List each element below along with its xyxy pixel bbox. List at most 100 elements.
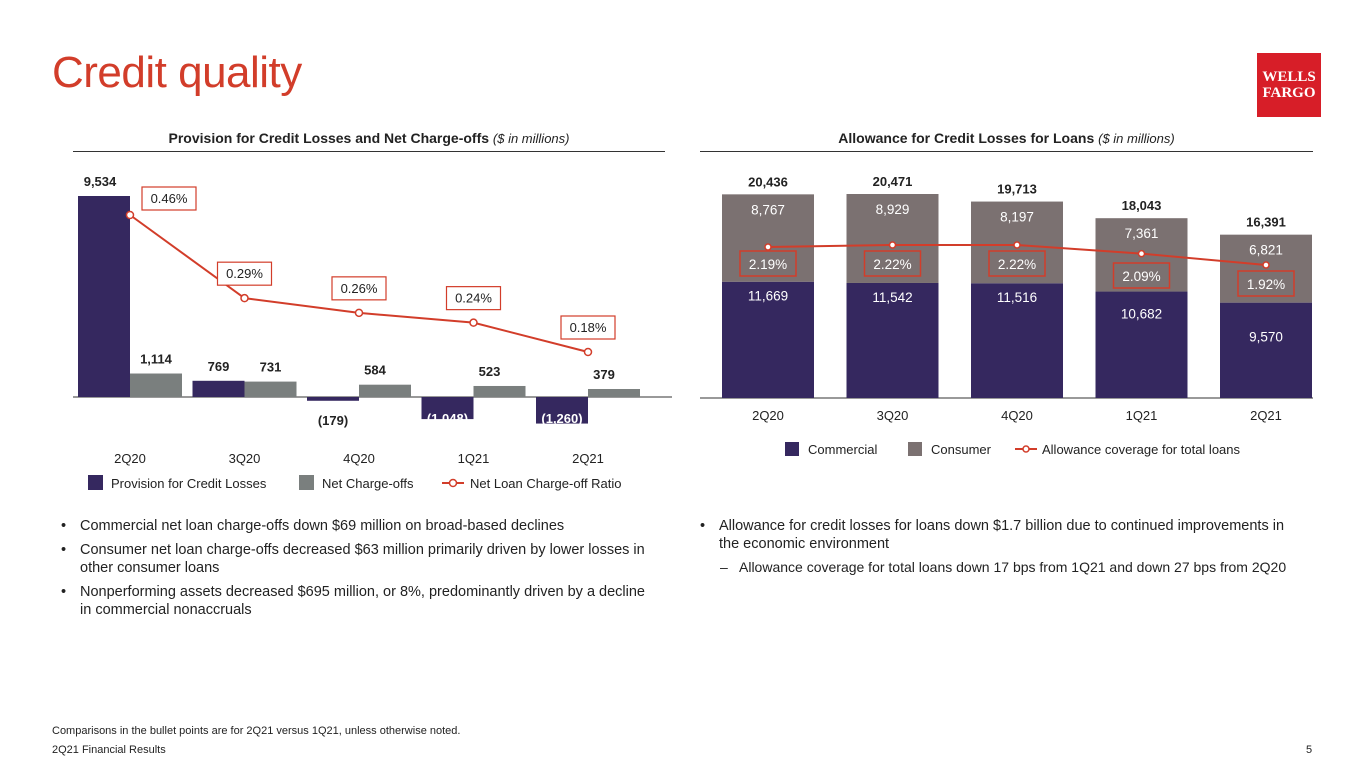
ratio-label-box [331,276,387,301]
consumer-bar [846,194,939,283]
legend-swatch-commercial [785,442,799,456]
ratio-value-label: 0.29% [226,266,263,281]
right-chart-heading: Allowance for Credit Losses for Loans ($… [700,130,1313,152]
footnote: Comparisons in the bullet points are for… [52,725,461,737]
consumer-value-label: 7,361 [1125,226,1159,241]
coverage-value-label: 2.22% [998,257,1036,272]
net-chargeoff-bar [359,384,411,397]
x-tick-label: 1Q21 [1126,408,1158,423]
provision-bar [192,380,245,397]
coverage-point [888,241,897,249]
commercial-bar [722,281,814,398]
coverage-value-label: 2.09% [1122,269,1160,284]
legend-swatch-net-chargeoffs [299,475,314,490]
right-heading-note: ($ in millions) [1098,131,1175,146]
net-chargeoff-value-label: 1,114 [140,352,173,367]
chargeoff-ratio-point [354,308,364,318]
x-tick-label: 2Q21 [1250,408,1282,423]
provision-bar [421,397,474,420]
x-tick-label: 3Q20 [877,408,909,423]
coverage-point [1013,241,1021,249]
coverage-label-box [1237,270,1295,297]
ratio-label-box [560,315,616,340]
x-tick-label: 4Q20 [343,451,375,466]
chargeoff-ratio-point [583,347,593,357]
chargeoff-ratio-point [240,293,249,303]
net-chargeoff-value-label: 731 [260,360,282,375]
legend-label-coverage: Allowance coverage for total loans [1042,442,1241,457]
total-value-label: 18,043 [1122,198,1162,213]
coverage-label-box [739,250,797,277]
coverage-value-label: 1.92% [1247,277,1285,292]
provision-bar [536,397,588,424]
legend-marker-ratio [448,478,458,488]
commercial-bar [1220,302,1312,398]
legend-label-ratio: Net Loan Charge-off Ratio [470,476,622,491]
provision-bar [307,397,359,401]
legend-label-commercial: Commercial [808,442,877,457]
commercial-value-label: 11,669 [748,289,788,304]
total-value-label: 20,436 [748,174,788,189]
coverage-point [1137,249,1146,258]
consumer-bar [722,194,814,282]
net-chargeoff-value-label: 523 [479,364,501,379]
right-bullet-list: Allowance for credit losses for loans do… [692,517,1292,559]
ratio-value-label: 0.26% [341,281,378,296]
ratio-label-box [445,286,502,311]
ratio-value-label: 0.46% [151,191,188,206]
commercial-value-label: 9,570 [1249,330,1283,345]
legend-marker-coverage [1022,445,1030,453]
commercial-value-label: 11,542 [872,290,912,305]
ratio-value-label: 0.24% [455,291,492,306]
total-value-label: 16,391 [1246,215,1286,230]
x-tick-label: 2Q21 [572,451,604,466]
commercial-bar [971,283,1063,398]
logo-line-1: WELLS [1262,69,1316,85]
consumer-value-label: 8,197 [1000,210,1034,225]
coverage-point [764,243,772,251]
x-tick-label: 3Q20 [229,451,261,466]
coverage-value-label: 2.19% [749,257,787,272]
commercial-bar [846,282,939,398]
commercial-bar [1095,291,1188,398]
bullet-item: Allowance for credit losses for loans do… [692,517,1292,553]
bullet-item: Commercial net loan charge-offs down $69… [53,517,653,535]
consumer-value-label: 8,767 [751,202,785,217]
legend-swatch-consumer [908,442,922,456]
ratio-label-box [216,261,273,286]
page-title: Credit quality [52,48,302,97]
chargeoff-ratio-point [469,318,478,327]
x-tick-label: 4Q20 [1001,408,1033,423]
coverage-label-box [988,250,1046,277]
consumer-value-label: 8,929 [876,202,910,217]
ratio-label-box [141,186,197,211]
x-tick-label: 1Q21 [458,451,490,466]
logo-line-2: FARGO [1262,85,1316,101]
coverage-point [1262,261,1270,269]
commercial-value-label: 11,516 [997,290,1037,305]
bullet-item: Nonperforming assets decreased $695 mill… [53,583,653,619]
left-heading-text: Provision for Credit Losses and Net Char… [168,130,490,146]
net-chargeoff-bar [473,385,526,397]
chargeoff-ratio-point [125,210,135,220]
x-tick-label: 2Q20 [752,408,784,423]
coverage-label-box [863,250,922,277]
left-heading-note: ($ in millions) [492,131,570,146]
provision-value-label: (1,048) [427,411,468,426]
footer-title: 2Q21 Financial Results [52,744,166,756]
consumer-value-label: 6,821 [1249,243,1283,258]
right-heading-text: Allowance for Credit Losses for Loans [838,130,1095,146]
page-number: 5 [1306,744,1313,756]
coverage-label-box [1112,262,1171,289]
legend-swatch-provision [88,475,103,490]
provision-value-label: 9,534 [84,174,117,189]
commercial-value-label: 10,682 [1121,307,1162,322]
left-chart-heading: Provision for Credit Losses and Net Char… [73,130,665,152]
net-chargeoff-bar [130,373,182,397]
provision-value-label: (1,260) [541,411,582,426]
net-chargeoff-value-label: 379 [593,367,615,382]
coverage-value-label: 2.22% [873,257,911,272]
legend-label-provision: Provision for Credit Losses [111,476,267,491]
